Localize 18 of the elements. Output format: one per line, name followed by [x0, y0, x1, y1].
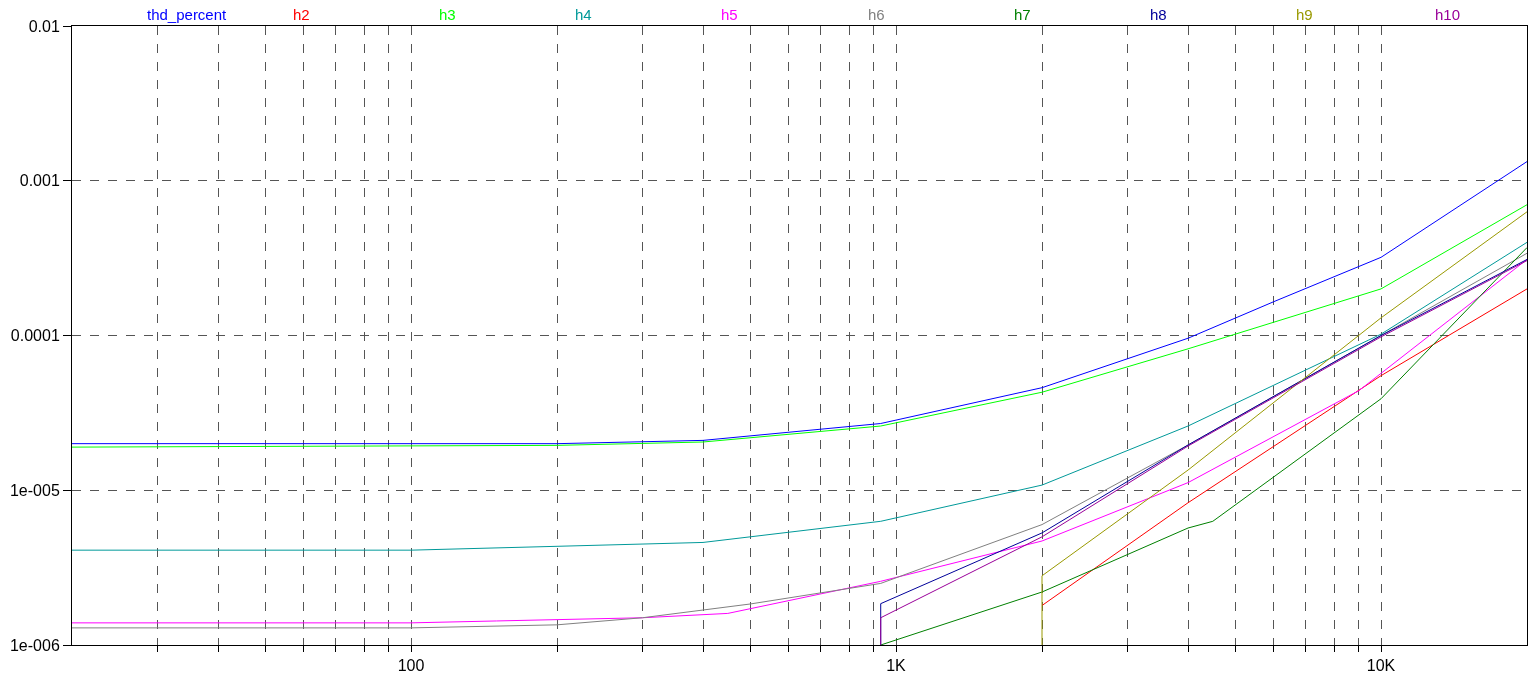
x-tick-label: 10K	[1366, 657, 1396, 675]
text: h2	[293, 6, 310, 23]
y-tick-label: 0.01	[28, 17, 60, 35]
text: h10	[1435, 6, 1461, 23]
text: h9	[1296, 6, 1313, 23]
y-tick-label: 0.0001	[10, 327, 60, 345]
x-tick-label: 1K	[886, 657, 907, 675]
text: h3	[439, 6, 456, 23]
text: h5	[721, 6, 738, 23]
text: h8	[1150, 6, 1167, 23]
text: h7	[1014, 6, 1031, 23]
text: h6	[868, 6, 885, 23]
x-tick-label: 100	[397, 657, 425, 675]
text: thd_percent	[147, 6, 228, 23]
y-tick-label: 1e-006	[9, 636, 60, 654]
y-tick-label: 0.001	[19, 172, 60, 190]
text: h4	[575, 6, 592, 23]
y-tick-label: 1e-005	[9, 481, 60, 499]
